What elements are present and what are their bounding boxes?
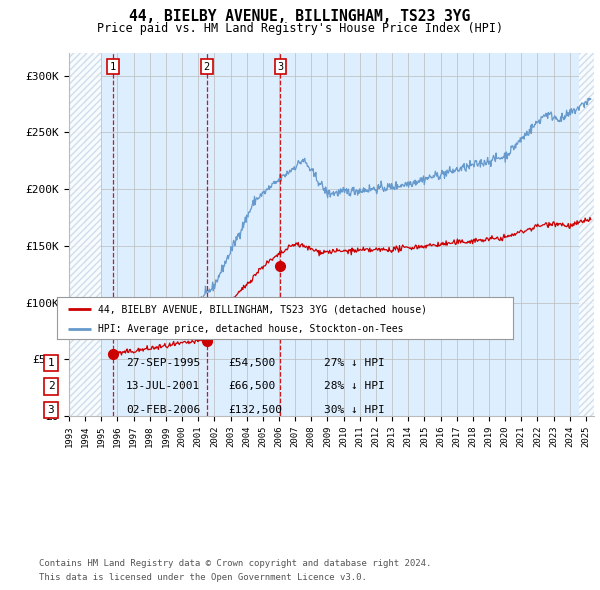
Text: Price paid vs. HM Land Registry's House Price Index (HPI): Price paid vs. HM Land Registry's House … (97, 22, 503, 35)
Text: 02-FEB-2006: 02-FEB-2006 (126, 405, 200, 415)
Text: 1: 1 (47, 358, 55, 368)
Text: £54,500: £54,500 (228, 358, 275, 368)
Text: 1: 1 (110, 62, 116, 72)
Text: 3: 3 (277, 62, 284, 72)
Text: 44, BIELBY AVENUE, BILLINGHAM, TS23 3YG (detached house): 44, BIELBY AVENUE, BILLINGHAM, TS23 3YG … (98, 304, 427, 314)
Text: Contains HM Land Registry data © Crown copyright and database right 2024.: Contains HM Land Registry data © Crown c… (39, 559, 431, 568)
Text: This data is licensed under the Open Government Licence v3.0.: This data is licensed under the Open Gov… (39, 572, 367, 582)
Text: 13-JUL-2001: 13-JUL-2001 (126, 382, 200, 391)
Text: 28% ↓ HPI: 28% ↓ HPI (324, 382, 385, 391)
Text: 27-SEP-1995: 27-SEP-1995 (126, 358, 200, 368)
Text: 30% ↓ HPI: 30% ↓ HPI (324, 405, 385, 415)
Text: £132,500: £132,500 (228, 405, 282, 415)
Text: 3: 3 (47, 405, 55, 415)
Text: 27% ↓ HPI: 27% ↓ HPI (324, 358, 385, 368)
Text: 2: 2 (203, 62, 210, 72)
Text: £66,500: £66,500 (228, 382, 275, 391)
Bar (579, 53, 594, 416)
Text: HPI: Average price, detached house, Stockton-on-Tees: HPI: Average price, detached house, Stoc… (98, 324, 404, 335)
Bar (69, 53, 101, 416)
Text: 2: 2 (47, 382, 55, 391)
Text: 44, BIELBY AVENUE, BILLINGHAM, TS23 3YG: 44, BIELBY AVENUE, BILLINGHAM, TS23 3YG (130, 9, 470, 24)
